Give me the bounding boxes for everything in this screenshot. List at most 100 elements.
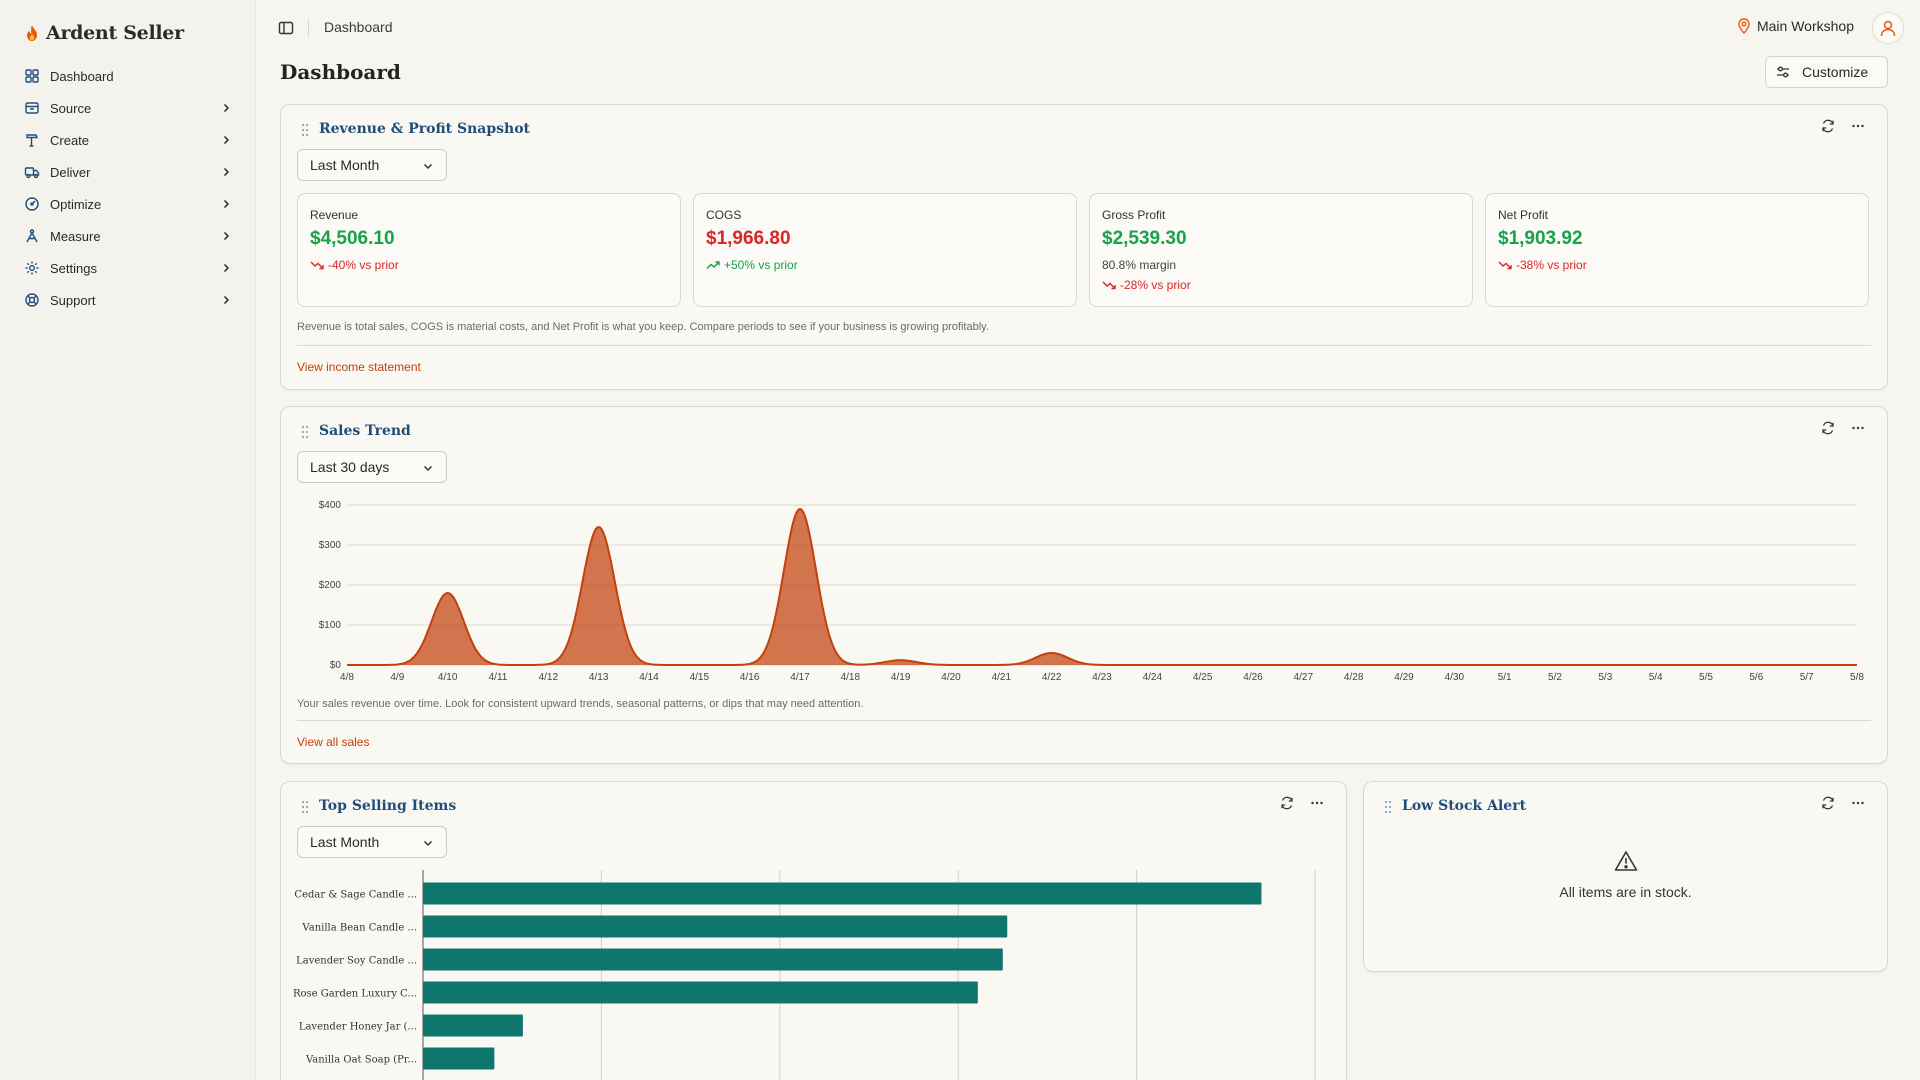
sidebar-item-label: Measure [50,228,101,244]
period-select[interactable]: Last 30 days [297,451,447,483]
sidebar-item-deliver[interactable]: Deliver [16,156,240,188]
more-options-icon[interactable] [1851,119,1865,133]
sales-point[interactable] [1754,663,1759,668]
bar[interactable] [423,1047,495,1070]
x-tick-label: 4/25 [1193,672,1213,683]
sales-point[interactable] [1351,663,1356,668]
sales-point[interactable] [496,663,501,668]
x-tick-label: 4/21 [992,672,1012,683]
card-actions [1280,796,1324,810]
sales-point[interactable] [798,507,803,512]
sales-point[interactable] [848,663,853,668]
chevron-right-icon [223,231,230,241]
x-tick-label: 4/12 [539,672,559,683]
bar[interactable] [423,981,978,1004]
sales-point[interactable] [747,663,752,668]
sales-point[interactable] [1603,663,1608,668]
chevron-right-icon [223,263,230,273]
customize-button[interactable]: Customize [1765,56,1888,88]
x-tick-label: 4/15 [690,672,710,683]
sales-point[interactable] [546,663,551,668]
sales-point[interactable] [1301,663,1306,668]
sales-point[interactable] [1200,663,1205,668]
sidebar-item-measure[interactable]: Measure [16,220,240,252]
avatar[interactable] [1872,12,1904,44]
more-options-icon[interactable] [1851,796,1865,810]
trend-down-icon [310,261,324,270]
sales-point[interactable] [1150,663,1155,668]
sales-point[interactable] [1452,663,1457,668]
sales-trend-card: Sales Trend Last 30 days $0 $100 $200 $300 $… [280,406,1888,764]
metric-value: $4,506.10 [310,228,395,249]
card-actions [1821,421,1865,435]
view-all-sales-link[interactable]: View all sales [297,735,370,749]
sales-point[interactable] [1855,663,1860,668]
y-tick-label: $300 [319,540,342,551]
bar[interactable] [423,948,1003,971]
sales-point[interactable] [1553,663,1558,668]
metric-trend-text: -40% vs prior [328,258,399,272]
sidebar-item-settings[interactable]: Settings [16,252,240,284]
sliders-icon [1777,66,1789,78]
period-select[interactable]: Last Month [297,826,447,858]
sales-point[interactable] [697,663,702,668]
sales-point[interactable] [999,663,1004,668]
sales-point[interactable] [345,663,350,668]
sales-point[interactable] [395,663,400,668]
sidebar-nav: Dashboard Source Create Deliver Optimize… [16,60,240,316]
card-title: Revenue & Profit Snapshot [319,121,531,137]
ruler-icon [26,229,38,243]
more-options-icon[interactable] [1851,421,1865,435]
sales-point[interactable] [949,663,954,668]
sales-point[interactable] [445,591,450,596]
x-tick-label: 4/10 [438,672,458,683]
refresh-icon[interactable] [1280,796,1294,810]
sidebar-item-create[interactable]: Create [16,124,240,156]
bar[interactable] [423,1014,523,1037]
refresh-icon[interactable] [1821,421,1835,435]
bar[interactable] [423,915,1008,938]
drag-handle-icon[interactable] [1384,800,1392,814]
period-select[interactable]: Last Month [297,149,447,181]
sidebar-item-optimize[interactable]: Optimize [16,188,240,220]
sidebar-item-source[interactable]: Source [16,92,240,124]
sales-point[interactable] [1704,663,1709,668]
sidebar-item-label: Settings [50,260,97,276]
refresh-icon[interactable] [1821,796,1835,810]
chevron-right-icon [223,167,230,177]
drag-handle-icon[interactable] [301,800,309,814]
brand[interactable]: Ardent Seller [24,20,184,46]
sales-point[interactable] [1049,651,1054,656]
chevron-right-icon [223,103,230,113]
drag-handle-icon[interactable] [301,123,309,137]
drag-handle-icon[interactable] [301,425,309,439]
sidebar-item-label: Source [50,100,92,116]
sales-point[interactable] [1502,663,1507,668]
sales-point[interactable] [1251,663,1256,668]
more-options-icon[interactable] [1310,796,1324,810]
location-selector[interactable]: Main Workshop [1737,18,1854,34]
sidebar-toggle-icon[interactable] [278,20,294,36]
bar[interactable] [423,882,1262,905]
sidebar-item-support[interactable]: Support [16,284,240,316]
metric-trend: -40% vs prior [310,258,399,272]
sales-point[interactable] [1653,663,1658,668]
sales-point[interactable] [898,658,903,663]
x-tick-label: 4/8 [340,672,354,683]
x-tick-label: 5/8 [1850,672,1864,683]
metric-label: COGS [706,208,742,222]
sidebar-item-label: Create [50,132,90,148]
hammer-icon [26,134,39,147]
breadcrumb[interactable]: Dashboard [324,19,393,35]
sales-point[interactable] [1100,663,1105,668]
refresh-icon[interactable] [1821,119,1835,133]
x-tick-label: 4/30 [1445,672,1465,683]
sales-point[interactable] [647,663,652,668]
sales-point[interactable] [1402,663,1407,668]
sales-point[interactable] [1804,663,1809,668]
view-income-statement-link[interactable]: View income statement [297,360,421,374]
metric-card-net-profit: Net Profit $1,903.92 -38% vs prior [1485,193,1869,307]
metric-trend: -38% vs prior [1498,258,1587,272]
sidebar-item-dashboard[interactable]: Dashboard [16,60,240,92]
sales-point[interactable] [596,525,601,530]
